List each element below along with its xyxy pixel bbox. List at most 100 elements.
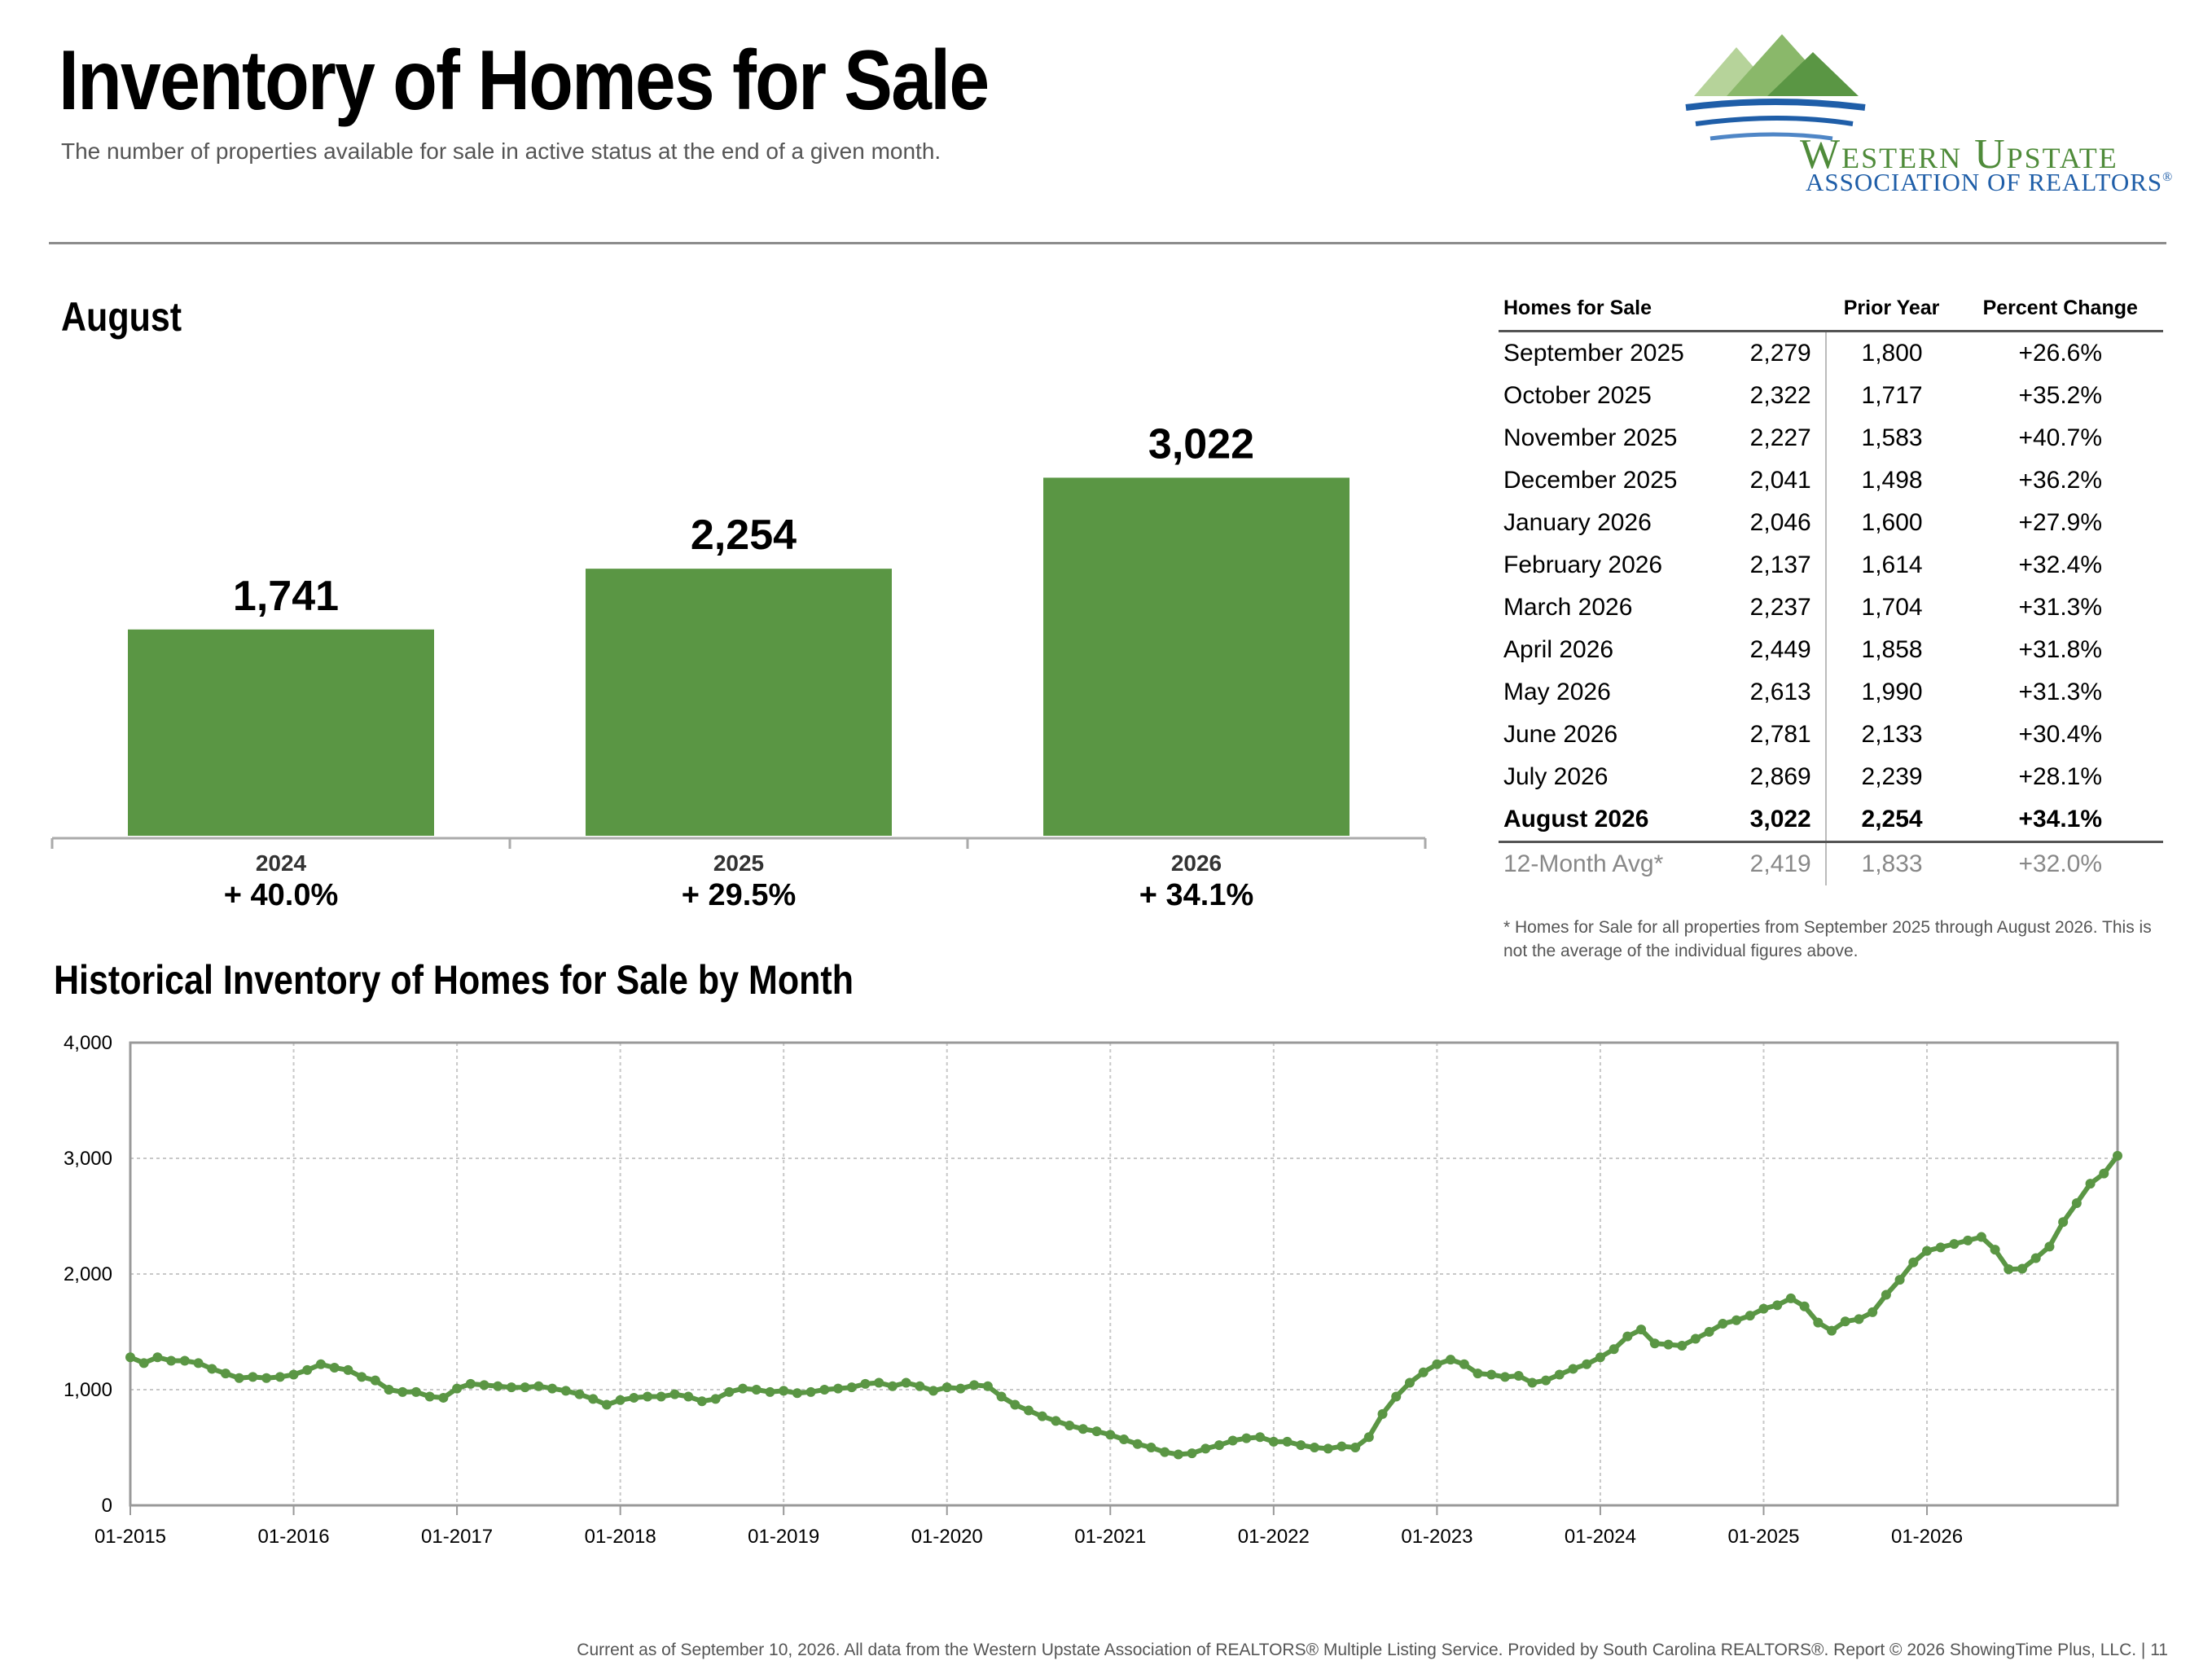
- data-point: [1296, 1440, 1306, 1451]
- logo-line2: Association of REALTORS®: [1806, 168, 2173, 196]
- data-point: [833, 1383, 844, 1394]
- data-point: [410, 1386, 421, 1397]
- x-tick-label: 01-2015: [94, 1526, 166, 1548]
- data-point: [1350, 1443, 1361, 1452]
- cell-label: June 2026: [1503, 721, 1618, 748]
- data-point: [1894, 1275, 1905, 1285]
- data-point: [724, 1386, 735, 1397]
- data-point: [1187, 1448, 1197, 1459]
- cell-label: August 2026: [1499, 798, 1736, 843]
- table-row: May 2026 2,613 1,990 +31.3%: [1499, 671, 2163, 714]
- cell-prior: 1,614: [1861, 551, 1923, 578]
- data-point: [1663, 1339, 1674, 1350]
- bar-2024: [128, 629, 434, 836]
- cell-prior: 2,133: [1861, 721, 1923, 748]
- page-footer: Current as of September 10, 2026. All da…: [577, 1641, 2168, 1659]
- data-point: [2058, 1217, 2069, 1228]
- logo-water-icon: [1695, 116, 1854, 126]
- y-tick-label: 0: [102, 1495, 112, 1517]
- data-point: [1119, 1434, 1129, 1445]
- data-point: [315, 1359, 326, 1369]
- data-point: [1758, 1303, 1769, 1314]
- page-title: Inventory of Homes for Sale: [59, 33, 990, 128]
- x-tick-label: 01-2018: [585, 1526, 656, 1548]
- data-point: [1037, 1411, 1047, 1421]
- cell-change: +30.4%: [2018, 721, 2103, 748]
- data-point: [1609, 1344, 1619, 1355]
- x-tick-label: 01-2022: [1238, 1526, 1310, 1548]
- data-point: [1132, 1439, 1143, 1449]
- cell-label: November 2025: [1503, 424, 1678, 451]
- x-tick-label: 01-2017: [421, 1526, 493, 1548]
- data-point: [493, 1381, 503, 1391]
- data-point: [1568, 1364, 1578, 1374]
- cell-change: +28.1%: [2018, 763, 2103, 790]
- data-point: [969, 1380, 980, 1390]
- data-point: [343, 1364, 353, 1375]
- data-point: [1935, 1242, 1946, 1253]
- data-point: [560, 1386, 571, 1396]
- table-row-current: August 2026 3,022 2,254 +34.1%: [1499, 798, 2163, 843]
- data-point: [220, 1368, 230, 1379]
- col-header-label: Homes for Sale: [1499, 290, 1736, 332]
- data-point: [1527, 1377, 1538, 1388]
- data-point: [1227, 1435, 1238, 1446]
- data-point: [928, 1386, 939, 1396]
- cell-label: September 2025: [1503, 340, 1684, 367]
- historical-chart-title: Historical Inventory of Homes for Sale b…: [54, 957, 854, 1003]
- data-point: [329, 1363, 340, 1373]
- data-point: [941, 1382, 952, 1393]
- data-point: [1282, 1436, 1293, 1447]
- cell-current: 2,781: [1736, 714, 1827, 756]
- data-point: [152, 1352, 163, 1363]
- data-point: [1854, 1314, 1864, 1325]
- data-point: [1200, 1443, 1211, 1454]
- cell-change: +31.3%: [2018, 679, 2103, 705]
- data-point: [1214, 1440, 1224, 1451]
- data-point: [2017, 1263, 2028, 1274]
- data-point: [438, 1392, 449, 1403]
- cell-current: 2,449: [1736, 629, 1827, 671]
- data-point: [125, 1352, 135, 1363]
- data-point: [2099, 1168, 2109, 1179]
- cell-prior: 1,600: [1861, 509, 1923, 536]
- y-tick-label: 2,000: [64, 1263, 112, 1285]
- data-point: [982, 1381, 993, 1391]
- x-tick-label: 01-2021: [1074, 1526, 1146, 1548]
- cell-current: 2,322: [1736, 375, 1827, 417]
- data-point: [779, 1386, 789, 1396]
- section-month-title: August: [61, 294, 182, 340]
- data-point: [547, 1383, 558, 1394]
- cell-current: 2,279: [1736, 331, 1827, 375]
- data-point: [1881, 1289, 1891, 1300]
- data-point: [234, 1373, 244, 1383]
- data-point: [669, 1389, 680, 1399]
- bar-value-label: 2,254: [691, 512, 797, 559]
- table-row: February 2026 2,137 1,614 +32.4%: [1499, 544, 2163, 586]
- data-point: [819, 1385, 830, 1395]
- data-point: [1785, 1293, 1796, 1303]
- data-point: [370, 1375, 380, 1386]
- data-point: [955, 1383, 966, 1394]
- data-point: [1309, 1443, 1319, 1452]
- cell-current: 2,869: [1736, 756, 1827, 798]
- table-row: March 2026 2,237 1,704 +31.3%: [1499, 586, 2163, 629]
- table-row: September 2025 2,279 1,800 +26.6%: [1499, 331, 2163, 375]
- cell-change: +31.8%: [2018, 636, 2103, 663]
- data-point: [887, 1381, 898, 1391]
- data-point: [1432, 1359, 1442, 1369]
- data-point: [193, 1358, 204, 1368]
- data-point: [520, 1382, 530, 1393]
- data-point: [1446, 1355, 1456, 1365]
- cell-prior: 2,254: [1825, 798, 1958, 843]
- data-point: [696, 1396, 707, 1407]
- data-point: [615, 1395, 625, 1405]
- data-point: [901, 1377, 911, 1388]
- data-point: [1976, 1232, 1986, 1242]
- data-point: [738, 1383, 748, 1394]
- data-point: [1418, 1367, 1429, 1377]
- data-point: [357, 1372, 367, 1382]
- bar-percent-change: + 34.1%: [1139, 878, 1254, 912]
- data-point: [1731, 1315, 1742, 1325]
- data-point: [1160, 1447, 1170, 1457]
